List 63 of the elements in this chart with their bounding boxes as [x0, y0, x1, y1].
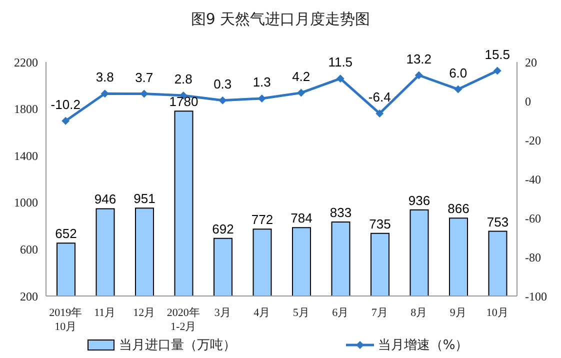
- data-label: 3.7: [135, 70, 154, 85]
- x-tick-label: 10月: [486, 307, 508, 319]
- x-tick-label: 11月: [94, 307, 116, 319]
- y2-tick-label: -80: [525, 250, 541, 264]
- data-label: 1.3: [252, 74, 271, 90]
- x-tick-label: 3月: [214, 307, 231, 319]
- data-label: 772: [251, 212, 274, 228]
- data-label: 866: [448, 201, 470, 216]
- point: [218, 96, 227, 104]
- y2-tick-label: -20: [525, 133, 541, 148]
- data-label: 1780: [169, 94, 198, 110]
- y2-tick-label: -40: [525, 172, 541, 186]
- y-tick-label: 2200: [14, 55, 38, 70]
- data-label: 753: [486, 214, 509, 230]
- x-tick-label: 6月: [332, 307, 349, 319]
- y2-tick-label: 0: [525, 94, 531, 108]
- x-tick-label: 5月: [292, 307, 310, 319]
- data-label: 692: [212, 221, 234, 236]
- y2-tick-label: -60: [525, 211, 541, 226]
- y-tick-label: 1000: [14, 196, 38, 210]
- point: [493, 66, 502, 75]
- y-tick-label: 1400: [14, 148, 38, 163]
- data-label: 784: [290, 210, 312, 226]
- data-label: 3.8: [96, 70, 114, 85]
- x-tick-label: 2019年 10月: [49, 307, 82, 333]
- y-tick-label: 1800: [14, 102, 38, 116]
- data-label: 11.5: [328, 54, 353, 70]
- point: [258, 94, 266, 102]
- point: [140, 90, 148, 98]
- data-label: 951: [134, 191, 156, 206]
- data-label: 0.3: [214, 76, 232, 92]
- x-tick-label: 4月: [254, 307, 270, 319]
- x-tick-label: 7月: [371, 307, 388, 319]
- point: [376, 109, 384, 118]
- x-tick-label: 8月: [410, 307, 428, 319]
- point: [336, 74, 344, 83]
- data-label: 13.2: [406, 51, 432, 66]
- data-label: 652: [55, 226, 77, 242]
- legend-label: 当月进口量（万吨）: [118, 337, 236, 354]
- point: [100, 90, 109, 98]
- y-tick-label: 600: [20, 242, 38, 256]
- chart-title: 图9 天然气进口月度走势图: [190, 10, 372, 29]
- data-label: -6.4: [368, 89, 391, 104]
- point: [454, 85, 462, 94]
- data-label: -10.2: [50, 96, 80, 112]
- legend-label: 当月增速（%）: [378, 337, 468, 354]
- point: [62, 116, 70, 125]
- y2-tick-label: -100: [525, 289, 547, 304]
- data-label: 2.8: [174, 72, 192, 87]
- x-tick-label: 12月: [133, 307, 156, 319]
- point: [414, 71, 423, 80]
- data-label: 4.2: [292, 68, 310, 84]
- data-label: 6.0: [449, 65, 468, 80]
- y-tick-label: 200: [20, 289, 38, 304]
- x-tick-label: 9月: [450, 307, 466, 319]
- data-label: 833: [330, 204, 352, 220]
- data-label: 946: [94, 192, 116, 207]
- point: [297, 88, 306, 97]
- x-tick-label: 2020年 1-2月: [166, 307, 200, 333]
- data-label: 936: [408, 192, 430, 208]
- data-label: 735: [369, 216, 391, 232]
- data-label: 15.5: [484, 46, 510, 62]
- y2-tick-label: 20: [525, 55, 537, 70]
